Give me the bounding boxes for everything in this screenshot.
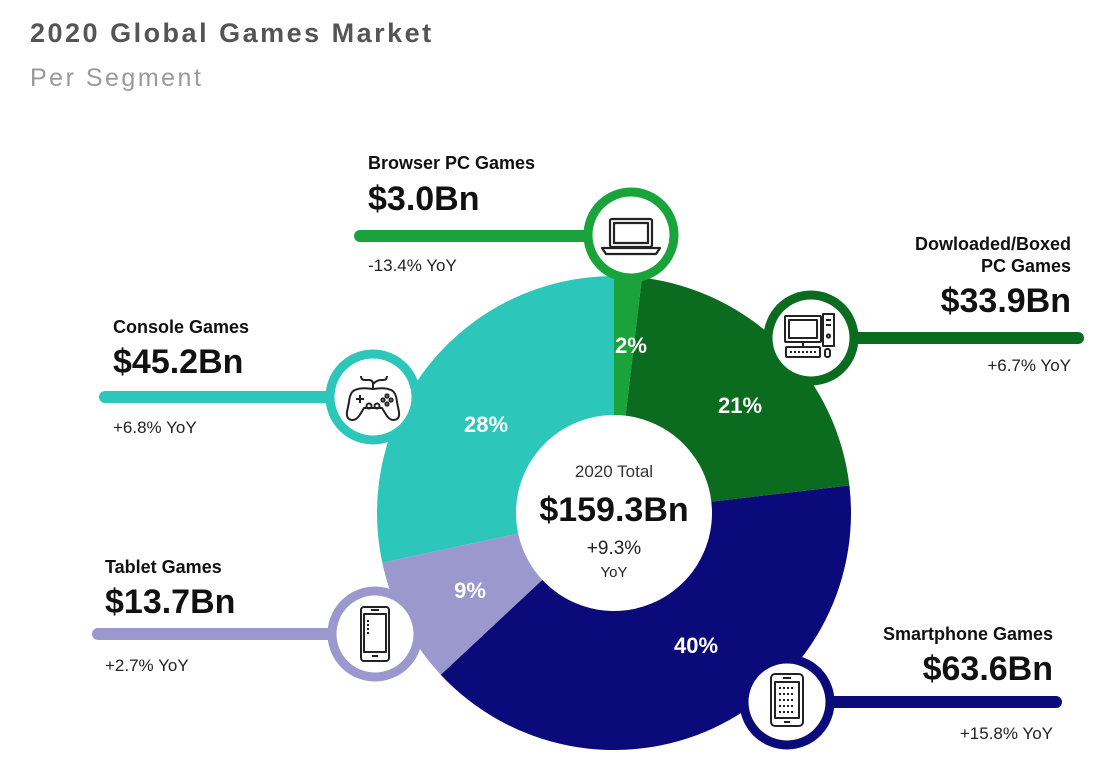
console-pct-label: 28%	[464, 412, 508, 437]
center-growth: +9.3%	[587, 538, 642, 559]
smartphone-icon	[770, 673, 804, 727]
smartphone-segment-yoy: +15.8% YoY	[959, 724, 1053, 743]
browser-segment-yoy: -13.4% YoY	[368, 256, 457, 275]
tablet-segment-value: $13.7Bn	[105, 583, 236, 621]
center-hole	[516, 415, 712, 611]
tablet-segment-name: Tablet Games	[105, 557, 222, 577]
center-caption: 2020 Total	[575, 462, 653, 481]
browser-pct-label: 2%	[615, 333, 647, 358]
console-segment-name: Console Games	[113, 317, 250, 337]
gamepad-icon	[345, 375, 401, 421]
downloaded-segment-yoy: +6.7% YoY	[987, 356, 1071, 375]
smartphone-segment-name: Smartphone Games	[882, 624, 1053, 644]
smartphone-segment-value: $63.6Bn	[922, 650, 1053, 688]
tablet-icon	[360, 606, 390, 662]
console-segment-yoy: +6.8% YoY	[113, 418, 197, 437]
page-subtitle: Per Segment	[30, 64, 204, 92]
center-total: $159.3Bn	[539, 491, 688, 529]
downloaded-segment-name-line2: PC Games	[980, 256, 1071, 276]
center-growth-unit: YoY	[601, 564, 628, 581]
smartphone-badge	[739, 654, 835, 750]
console-segment-value: $45.2Bn	[113, 343, 244, 381]
downloaded-badge	[763, 290, 859, 386]
browser-segment-name: Browser PC Games	[368, 153, 536, 173]
browser-badge	[583, 187, 679, 283]
downloaded-segment-value: $33.9Bn	[940, 282, 1071, 320]
downloaded-segment-name-line1: Dowloaded/Boxed	[914, 234, 1071, 254]
console-badge	[325, 349, 421, 445]
tablet-badge	[327, 586, 423, 682]
downloaded-pct-label: 21%	[718, 393, 762, 418]
tablet-segment-yoy: +2.7% YoY	[105, 656, 189, 675]
laptop-icon	[600, 217, 662, 256]
browser-segment-value: $3.0Bn	[368, 180, 480, 218]
page-title: 2020 Global Games Market	[30, 18, 434, 48]
desktop-pc-icon	[784, 313, 835, 358]
tablet-pct-label: 9%	[454, 578, 486, 603]
smartphone-pct-label: 40%	[674, 633, 718, 658]
